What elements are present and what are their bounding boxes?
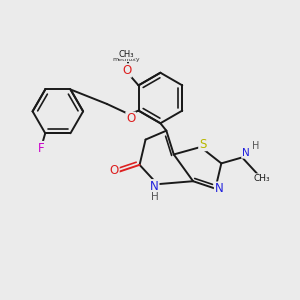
Text: CH₃: CH₃ [253,174,270,183]
Text: N: N [150,180,159,193]
Text: H: H [151,192,158,202]
Text: F: F [38,142,44,154]
Text: methoxy: methoxy [113,57,140,62]
Text: O: O [110,164,119,177]
Text: N: N [242,148,250,158]
Text: S: S [199,138,206,151]
Text: O: O [126,112,135,125]
Text: CH₃: CH₃ [119,50,134,58]
Text: N: N [214,182,223,195]
Text: H: H [252,141,259,151]
Text: O: O [122,64,131,77]
